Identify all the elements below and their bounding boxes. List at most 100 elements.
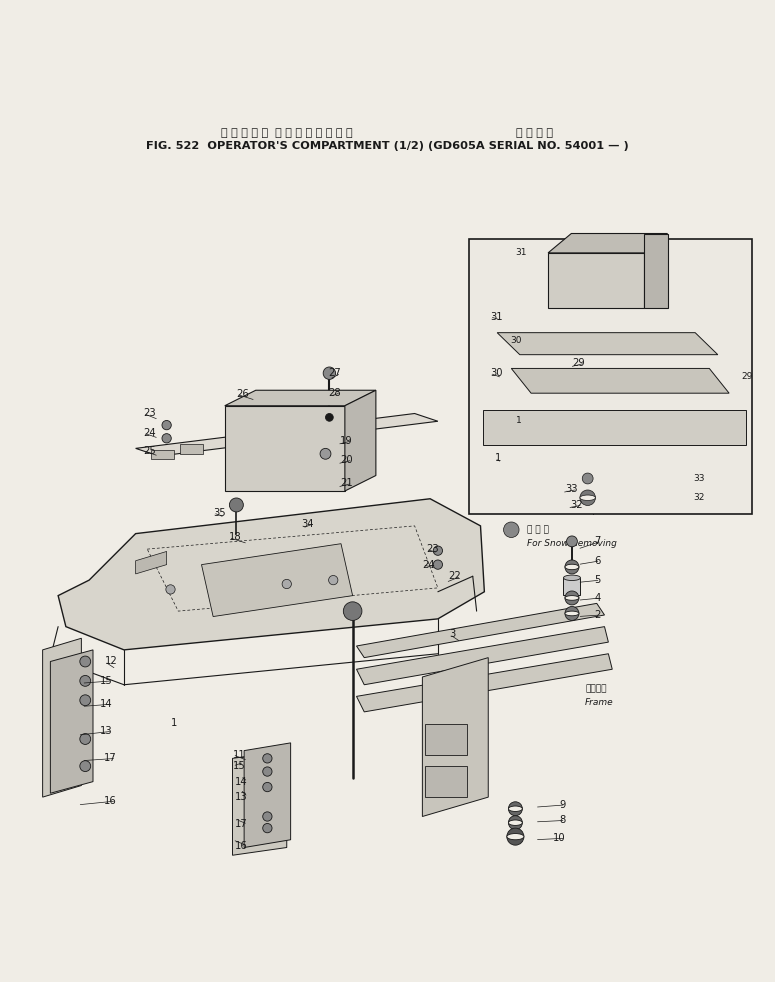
Circle shape (507, 828, 524, 846)
Polygon shape (225, 390, 376, 406)
Ellipse shape (508, 820, 522, 826)
Circle shape (504, 522, 519, 537)
Circle shape (162, 420, 171, 430)
Text: 19: 19 (340, 436, 353, 446)
Text: 33: 33 (694, 474, 705, 483)
Text: 2: 2 (594, 610, 601, 620)
Text: 8: 8 (560, 815, 566, 826)
Polygon shape (498, 333, 718, 355)
Circle shape (80, 734, 91, 744)
Text: 雪 身 用: 雪 身 用 (527, 525, 549, 534)
Text: 13: 13 (100, 727, 112, 736)
Text: 5: 5 (594, 575, 601, 585)
Polygon shape (425, 766, 467, 797)
Text: 14: 14 (100, 699, 112, 709)
Text: 26: 26 (236, 389, 249, 399)
Text: 25: 25 (143, 446, 156, 456)
Polygon shape (345, 390, 376, 491)
Text: 18: 18 (229, 532, 241, 542)
Polygon shape (548, 234, 667, 253)
Circle shape (80, 761, 91, 772)
Text: フレーム: フレーム (585, 684, 607, 693)
Circle shape (323, 367, 336, 379)
Text: 6: 6 (594, 556, 601, 566)
Circle shape (162, 434, 171, 443)
Text: 35: 35 (213, 508, 226, 518)
Ellipse shape (580, 495, 595, 501)
Polygon shape (151, 450, 174, 460)
Text: 29: 29 (742, 372, 753, 381)
Text: 4: 4 (594, 593, 601, 603)
Text: 21: 21 (340, 478, 353, 488)
Polygon shape (43, 638, 81, 797)
Polygon shape (644, 234, 667, 308)
Text: 31: 31 (515, 248, 527, 257)
Text: 1: 1 (494, 454, 501, 464)
Circle shape (263, 824, 272, 833)
Ellipse shape (565, 596, 579, 600)
Polygon shape (202, 544, 353, 617)
Text: 1: 1 (516, 416, 522, 425)
Text: 11: 11 (232, 749, 245, 759)
Text: 16: 16 (104, 796, 116, 806)
Text: 17: 17 (236, 819, 248, 829)
Circle shape (565, 591, 579, 605)
Text: 16: 16 (236, 841, 248, 851)
Polygon shape (58, 499, 484, 650)
Circle shape (320, 449, 331, 460)
Circle shape (80, 656, 91, 667)
Ellipse shape (565, 565, 579, 570)
Circle shape (282, 579, 291, 588)
Circle shape (229, 498, 243, 512)
Text: 12: 12 (105, 657, 117, 667)
Text: 28: 28 (329, 388, 341, 398)
Text: 34: 34 (301, 518, 314, 528)
Circle shape (263, 783, 272, 791)
Text: 15: 15 (100, 676, 112, 685)
Text: 1: 1 (170, 719, 177, 729)
Circle shape (263, 754, 272, 763)
Circle shape (166, 584, 175, 594)
Text: 13: 13 (236, 792, 248, 802)
Polygon shape (425, 724, 467, 754)
Text: 29: 29 (573, 358, 585, 368)
Polygon shape (356, 603, 604, 658)
Ellipse shape (508, 806, 522, 811)
Text: 9: 9 (560, 800, 566, 810)
Text: 33: 33 (565, 484, 577, 495)
Text: 32: 32 (694, 493, 704, 502)
Circle shape (263, 767, 272, 776)
Text: 14: 14 (236, 777, 248, 787)
Text: 24: 24 (422, 560, 435, 570)
Circle shape (80, 676, 91, 686)
Polygon shape (244, 742, 291, 847)
Circle shape (343, 602, 362, 621)
Text: 30: 30 (510, 337, 522, 346)
Polygon shape (225, 406, 345, 491)
Text: 27: 27 (329, 368, 341, 378)
Text: 30: 30 (490, 368, 502, 378)
Text: FIG. 522  OPERATOR'S COMPARTMENT (1/2) (GD605A SERIAL NO. 54001 — ): FIG. 522 OPERATOR'S COMPARTMENT (1/2) (G… (146, 141, 629, 151)
Text: 23: 23 (143, 409, 156, 418)
Text: 10: 10 (553, 833, 566, 844)
Text: オ ペ レ ー タ  コ ン パ ー ト メ ン ト: オ ペ レ ー タ コ ン パ ー ト メ ン ト (221, 128, 353, 137)
Circle shape (433, 560, 443, 570)
Polygon shape (136, 552, 167, 573)
Text: 15: 15 (232, 761, 245, 771)
Bar (469, 240, 752, 515)
Circle shape (580, 490, 595, 506)
Text: 23: 23 (426, 544, 439, 554)
Polygon shape (356, 654, 612, 712)
Polygon shape (422, 658, 488, 816)
Circle shape (565, 560, 579, 573)
Polygon shape (512, 368, 729, 393)
Polygon shape (356, 627, 608, 684)
Text: 32: 32 (570, 500, 583, 510)
Circle shape (433, 546, 443, 556)
Ellipse shape (565, 611, 579, 616)
Circle shape (582, 473, 593, 484)
Circle shape (567, 536, 577, 547)
Polygon shape (548, 253, 644, 308)
Polygon shape (180, 445, 203, 454)
Circle shape (80, 695, 91, 706)
